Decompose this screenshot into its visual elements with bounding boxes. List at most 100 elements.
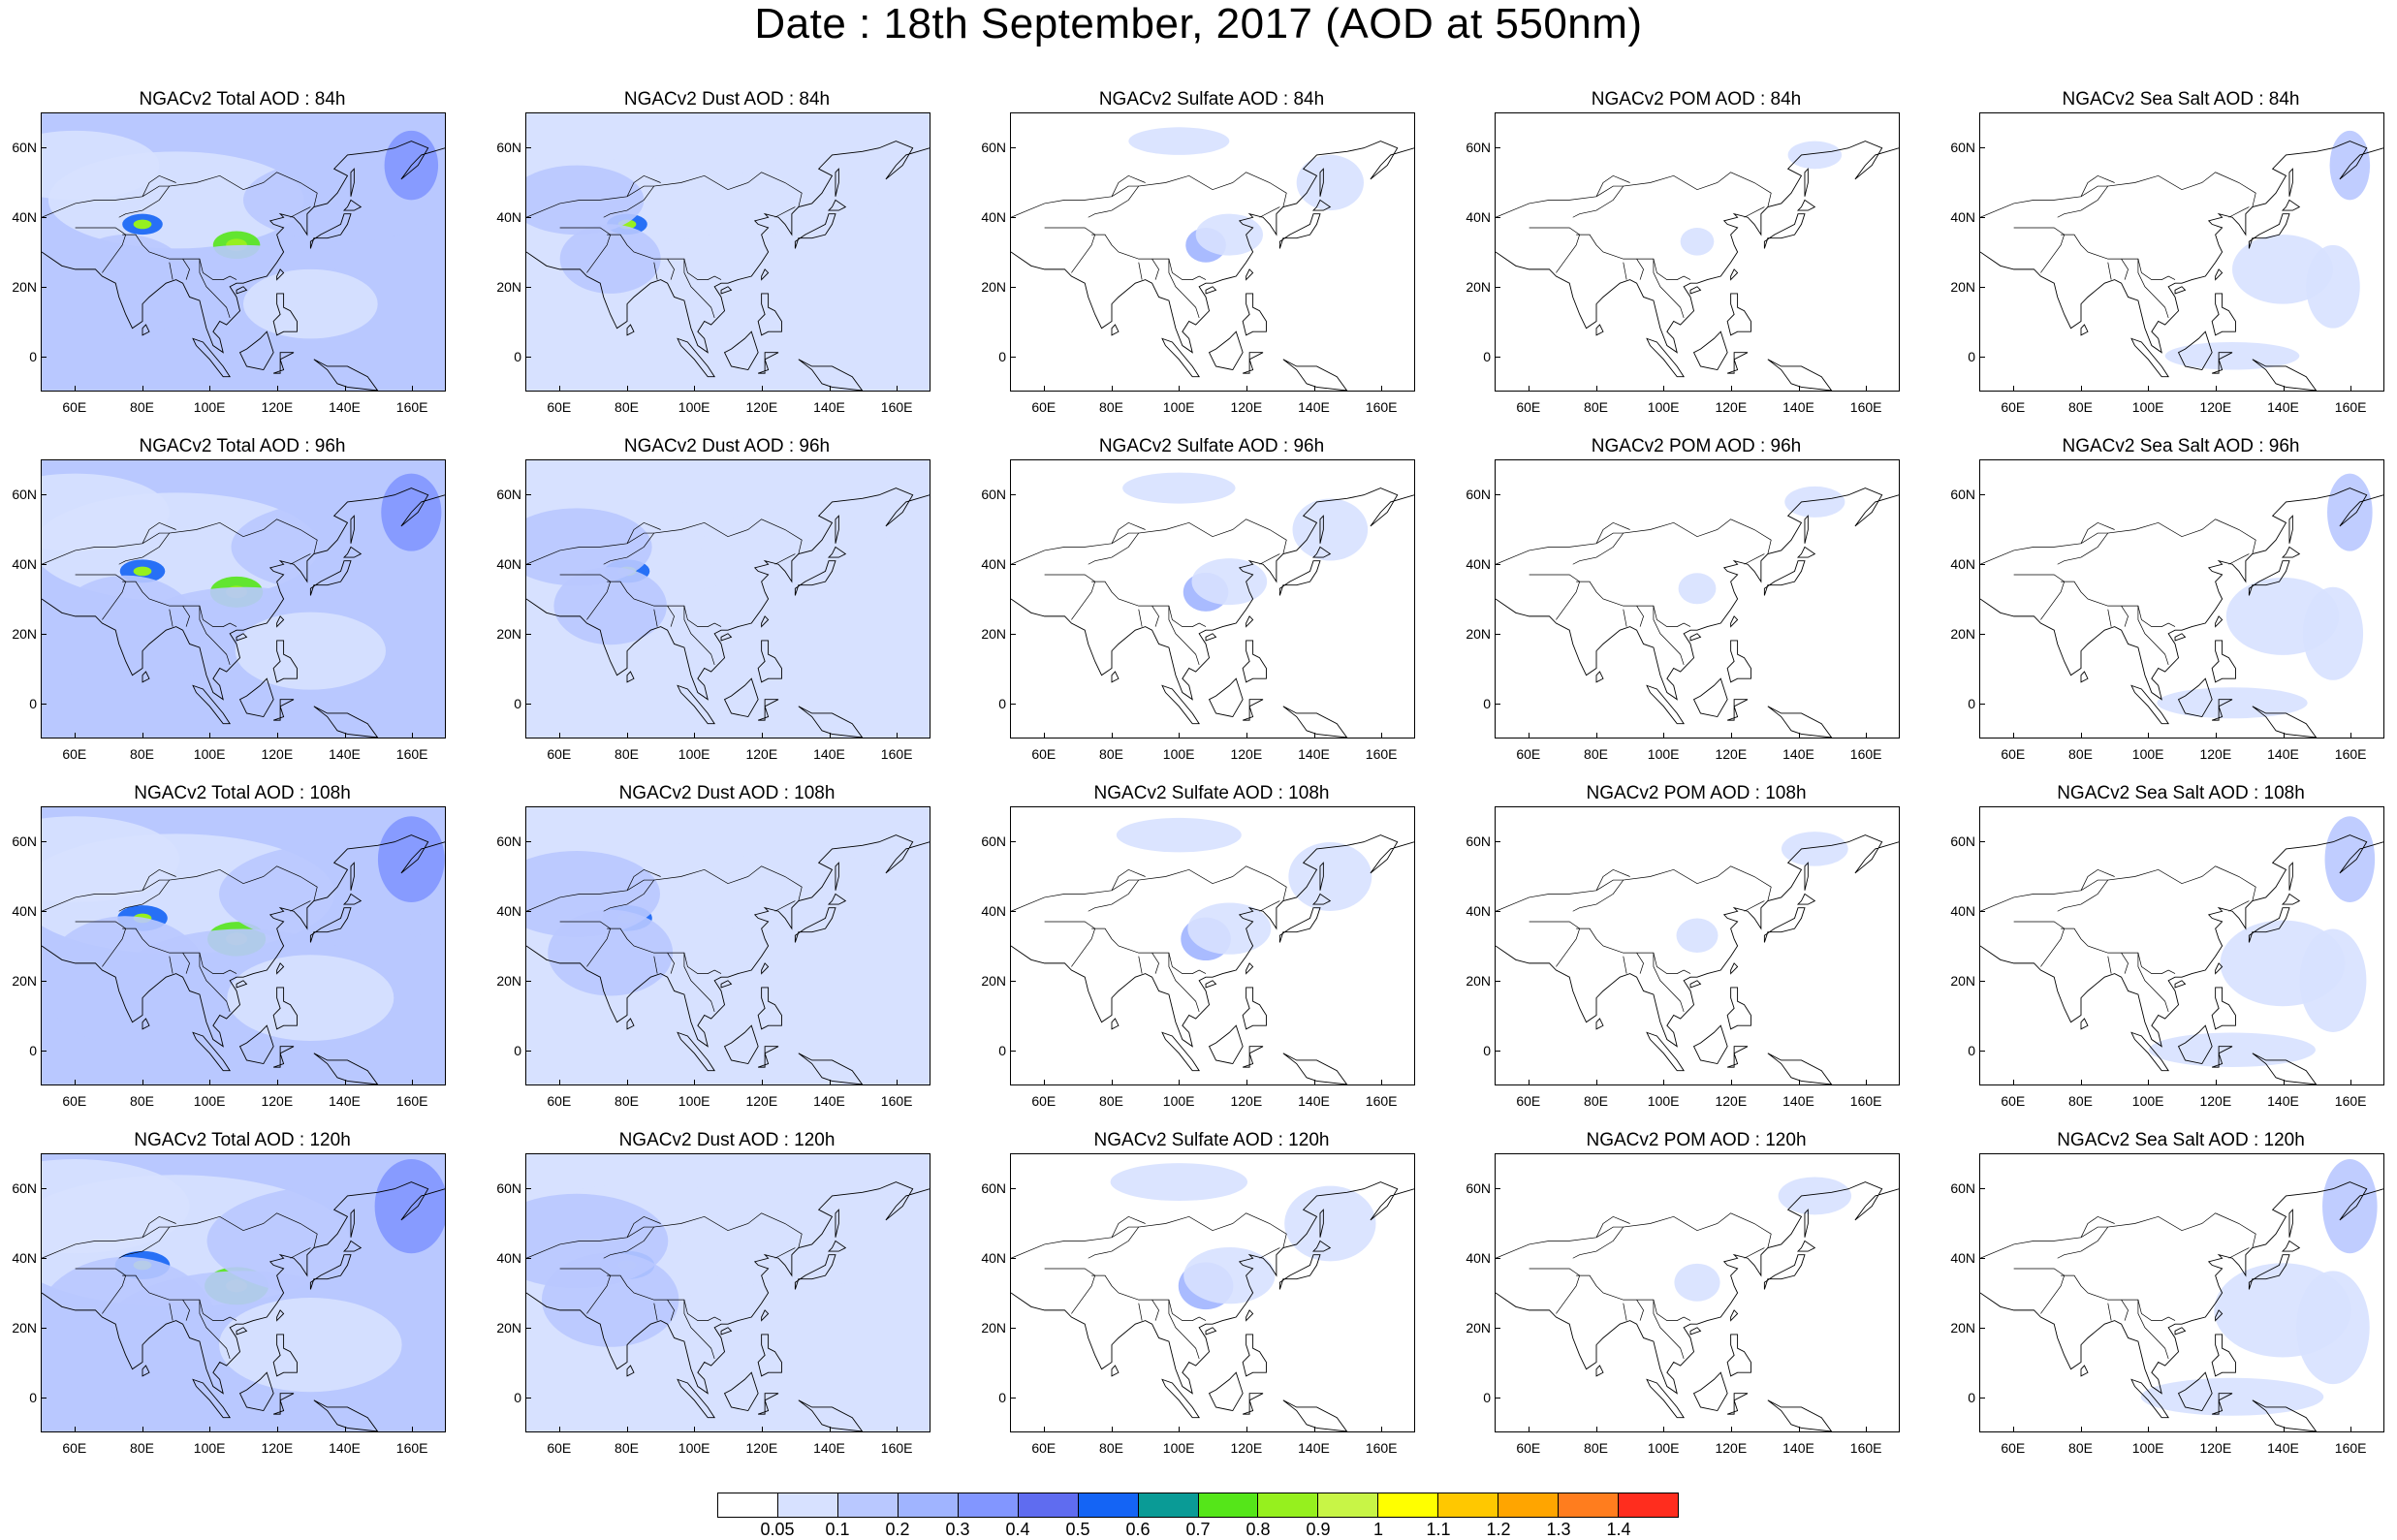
y-tick: [1495, 1328, 1500, 1329]
island-outline: [1311, 1240, 1332, 1252]
island-outline: [827, 893, 847, 905]
island-outline: [1646, 1378, 1685, 1419]
x-tick-label: 120E: [745, 1440, 778, 1456]
y-tick-label: 60N: [1466, 487, 1491, 502]
y-tick: [1495, 1398, 1500, 1399]
country-border: [1111, 868, 1146, 891]
island-outline: [2281, 1240, 2301, 1252]
country-border: [169, 956, 173, 974]
panel-title: NGACv2 Total AOD : 108h: [134, 783, 351, 803]
island-outline: [2177, 677, 2213, 718]
aod-region: [243, 268, 378, 339]
island-outline: [757, 987, 782, 1030]
aod-region: [58, 235, 193, 339]
x-tick: [412, 733, 414, 739]
y-tick: [525, 911, 531, 912]
island-outline: [2130, 337, 2169, 378]
country-border: [1595, 521, 1630, 544]
country-border: [1496, 185, 1624, 218]
island-outline: [273, 1046, 295, 1068]
x-tick-label: 160E: [1849, 399, 1882, 415]
island-outline: [1727, 1393, 1749, 1415]
aod-region: [1187, 902, 1272, 955]
island-outline: [626, 324, 635, 336]
country-border: [1980, 185, 2108, 218]
island-outline: [1595, 324, 1604, 336]
y-tick-label: 60N: [496, 1180, 521, 1196]
island-outline: [1161, 1378, 1200, 1419]
x-tick-label: 160E: [1365, 1093, 1398, 1109]
y-tick-label: 20N: [1466, 1320, 1491, 1336]
country-border: [1623, 956, 1627, 974]
x-tick: [626, 1427, 628, 1432]
y-tick: [1010, 911, 1016, 912]
x-tick-label: 140E: [1782, 399, 1814, 415]
island-outline: [757, 640, 782, 683]
island-outline: [626, 1365, 635, 1377]
x-tick: [2080, 733, 2082, 739]
country-border: [290, 206, 311, 218]
x-tick: [1866, 386, 1868, 392]
y-tick: [525, 287, 531, 288]
island-outline: [2215, 962, 2224, 975]
island-outline: [236, 980, 248, 989]
map-frame: [1495, 459, 1900, 739]
country-border: [2137, 953, 2169, 1013]
x-tick: [1798, 1080, 1800, 1085]
y-tick-label: 0: [514, 349, 521, 364]
country-border: [2228, 1247, 2250, 1259]
x-tick-label: 120E: [2199, 399, 2232, 415]
island-outline: [273, 352, 295, 374]
island-outline: [1205, 286, 1217, 295]
x-tick: [1043, 733, 1045, 739]
island-outline: [2212, 352, 2233, 374]
country-border: [122, 234, 237, 280]
y-tick-label: 60N: [981, 1180, 1006, 1196]
aod-field: [42, 1154, 445, 1431]
island-outline: [1205, 633, 1217, 642]
island-outline: [677, 684, 715, 725]
country-border: [1744, 553, 1765, 565]
island-outline: [2177, 1371, 2213, 1412]
y-tick: [1495, 564, 1500, 565]
x-tick-label: 100E: [678, 399, 710, 415]
x-tick-label: 160E: [2334, 746, 2367, 762]
country-border: [1111, 174, 1146, 197]
x-tick-label: 80E: [615, 399, 639, 415]
x-tick: [2350, 1427, 2352, 1432]
y-tick-label: 0: [1483, 696, 1491, 711]
island-outline: [2281, 546, 2301, 558]
panel-title: NGACv2 Sulfate AOD : 108h: [1093, 783, 1330, 803]
x-tick-label: 60E: [1516, 746, 1541, 762]
island-outline: [757, 293, 782, 336]
island-outline: [1111, 1365, 1120, 1377]
y-tick: [41, 217, 47, 218]
y-tick: [41, 704, 47, 705]
island-outline: [236, 633, 248, 642]
country-border: [653, 956, 658, 974]
x-tick: [1313, 386, 1315, 392]
country-border: [2080, 1215, 2115, 1238]
y-tick-label: 40N: [1950, 903, 1975, 919]
colorbar-box: [1378, 1493, 1439, 1517]
y-tick-label: 40N: [1466, 1250, 1491, 1266]
x-tick: [1663, 733, 1665, 739]
y-tick: [525, 1328, 531, 1329]
map-frame: [1495, 112, 1900, 392]
x-tick: [1730, 386, 1732, 392]
coastline: [42, 487, 445, 701]
x-tick: [1730, 733, 1732, 739]
island-outline: [2248, 213, 2290, 249]
x-tick-label: 60E: [1031, 1440, 1057, 1456]
y-tick-label: 60N: [496, 833, 521, 849]
aod-region: [559, 224, 661, 294]
island-outline: [2177, 1024, 2213, 1065]
island-outline: [1804, 515, 1809, 544]
country-border: [1496, 879, 1624, 912]
x-tick: [74, 1080, 76, 1085]
country-border: [683, 953, 715, 1013]
x-tick-label: 140E: [329, 1440, 361, 1456]
x-tick: [1798, 733, 1800, 739]
country-border: [1259, 1247, 1280, 1259]
aod-field: [526, 807, 930, 1084]
